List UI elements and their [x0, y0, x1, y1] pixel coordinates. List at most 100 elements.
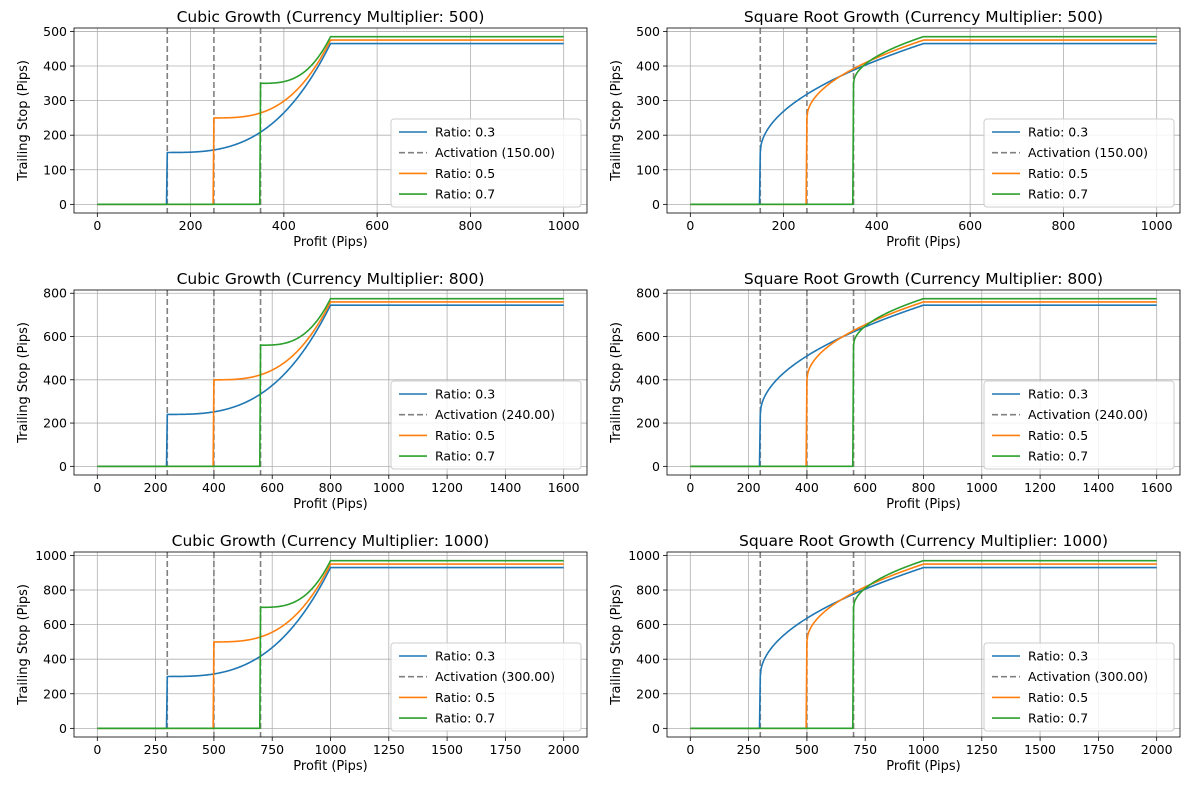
x-tick-label: 0	[93, 218, 101, 233]
y-tick-label: 0	[652, 459, 660, 474]
x-tick-label: 600	[260, 480, 284, 495]
series-line-ratio-0.7	[690, 559, 1157, 730]
legend: Ratio: 0.3 Activation (300.00) Ratio: 0.5 R…	[390, 642, 582, 732]
y-tick-label: 0	[59, 197, 67, 212]
x-tick-label: 750	[260, 742, 284, 757]
plot-area	[690, 28, 1157, 213]
x-axis-label: Profit (Pips)	[293, 235, 367, 250]
legend-label: Ratio: 0.7	[435, 449, 495, 464]
plot-area	[97, 290, 564, 475]
subplot-4: 0 200 400 600 800 1000 1200 1400 1600 0 200 400 600 8…	[609, 270, 1181, 512]
subplot-3: 0 200 400 600 800 1000 1200 1400 1600 0 200 400 600 8…	[16, 270, 588, 512]
y-tick-label: 200	[636, 128, 660, 143]
legend-label: Ratio: 0.5	[435, 166, 495, 181]
legend: Ratio: 0.3 Activation (150.00) Ratio: 0.5 R…	[390, 118, 582, 208]
y-tick-label: 500	[43, 24, 67, 39]
y-tick-label: 200	[43, 128, 67, 143]
y-tick-label: 800	[636, 583, 660, 598]
x-tick-label: 0	[93, 742, 101, 757]
x-axis-label: Profit (Pips)	[293, 759, 367, 774]
legend-label: Activation (150.00)	[435, 145, 555, 160]
y-tick-label: 400	[636, 652, 660, 667]
plot-area	[97, 552, 564, 737]
x-tick-label: 400	[272, 218, 296, 233]
legend-label: Activation (300.00)	[435, 669, 555, 684]
legend-label: Activation (150.00)	[1028, 145, 1148, 160]
series-line-ratio-0.7	[97, 35, 564, 206]
y-tick-label: 0	[652, 197, 660, 212]
series-line-ratio-0.7	[97, 297, 564, 468]
x-tick-label: 1750	[1082, 742, 1114, 757]
y-tick-label: 300	[636, 93, 660, 108]
x-tick-label: 1500	[431, 742, 463, 757]
x-tick-label: 250	[737, 742, 761, 757]
y-tick-label: 400	[636, 59, 660, 74]
y-axis-label: Trailing Stop (Pips)	[16, 584, 31, 706]
y-tick-label: 200	[43, 416, 67, 431]
legend-label: Ratio: 0.5	[1028, 690, 1088, 705]
y-tick-label: 200	[43, 686, 67, 701]
legend-label: Ratio: 0.7	[1028, 711, 1088, 726]
legend-label: Activation (300.00)	[1028, 669, 1148, 684]
x-axis-label: Profit (Pips)	[293, 497, 367, 512]
legend-label: Ratio: 0.7	[435, 711, 495, 726]
legend-box	[983, 642, 1175, 732]
x-tick-label: 0	[93, 480, 101, 495]
x-tick-label: 1000	[548, 218, 580, 233]
legend-label: Ratio: 0.5	[435, 690, 495, 705]
x-axis-label: Profit (Pips)	[886, 759, 960, 774]
x-tick-label: 1500	[1024, 742, 1056, 757]
x-tick-label: 400	[202, 480, 226, 495]
series-line-ratio-0.3	[97, 566, 564, 730]
axes-frame	[666, 27, 1181, 214]
y-tick-label: 0	[59, 721, 67, 736]
series-line-ratio-0.3	[690, 304, 1157, 468]
legend-label: Ratio: 0.7	[1028, 449, 1088, 464]
x-tick-label: 500	[202, 742, 226, 757]
legend-label: Ratio: 0.3	[1028, 387, 1088, 402]
y-tick-label: 600	[43, 329, 67, 344]
legend-label: Ratio: 0.3	[1028, 649, 1088, 664]
x-tick-label: 1750	[489, 742, 521, 757]
x-tick-label: 600	[958, 218, 982, 233]
x-tick-label: 1000	[966, 480, 998, 495]
x-tick-label: 0	[686, 480, 694, 495]
legend-label: Ratio: 0.3	[435, 125, 495, 140]
x-axis-label: Profit (Pips)	[886, 235, 960, 250]
x-tick-label: 600	[365, 218, 389, 233]
legend-label: Ratio: 0.5	[1028, 166, 1088, 181]
plot-area	[690, 290, 1157, 475]
legend: Ratio: 0.3 Activation (300.00) Ratio: 0.5 R…	[983, 642, 1175, 732]
x-tick-label: 800	[319, 480, 343, 495]
x-tick-label: 2000	[548, 742, 580, 757]
x-tick-label: 1000	[1141, 218, 1173, 233]
y-tick-label: 800	[43, 286, 67, 301]
legend-label: Activation (240.00)	[1028, 407, 1148, 422]
x-tick-label: 1400	[489, 480, 521, 495]
x-tick-label: 1400	[1082, 480, 1114, 495]
subplot-title: Square Root Growth (Currency Multiplier:…	[744, 270, 1103, 288]
legend-label: Ratio: 0.7	[1028, 187, 1088, 202]
series-line-ratio-0.7	[690, 35, 1157, 206]
y-tick-label: 200	[636, 686, 660, 701]
subplot-title: Cubic Growth (Currency Multiplier: 1000)	[172, 532, 490, 550]
y-tick-label: 500	[636, 24, 660, 39]
x-tick-label: 0	[686, 742, 694, 757]
x-tick-label: 1600	[548, 480, 580, 495]
y-axis-label: Trailing Stop (Pips)	[609, 322, 624, 444]
x-tick-label: 800	[912, 480, 936, 495]
x-tick-label: 1250	[373, 742, 405, 757]
legend-label: Ratio: 0.3	[435, 649, 495, 664]
legend-label: Ratio: 0.5	[435, 428, 495, 443]
x-tick-label: 1200	[431, 480, 463, 495]
series-line-ratio-0.3	[690, 42, 1157, 206]
x-tick-label: 1000	[373, 480, 405, 495]
x-tick-label: 200	[772, 218, 796, 233]
y-tick-label: 400	[636, 372, 660, 387]
y-tick-label: 1000	[35, 548, 67, 563]
subplot-title: Cubic Growth (Currency Multiplier: 800)	[177, 270, 485, 288]
subplot-1: 0 200 400 600 800 1000 0 100 200 300 400 500 Cubic G…	[16, 8, 588, 250]
y-tick-label: 100	[636, 162, 660, 177]
subplot-title: Cubic Growth (Currency Multiplier: 500)	[177, 8, 485, 26]
